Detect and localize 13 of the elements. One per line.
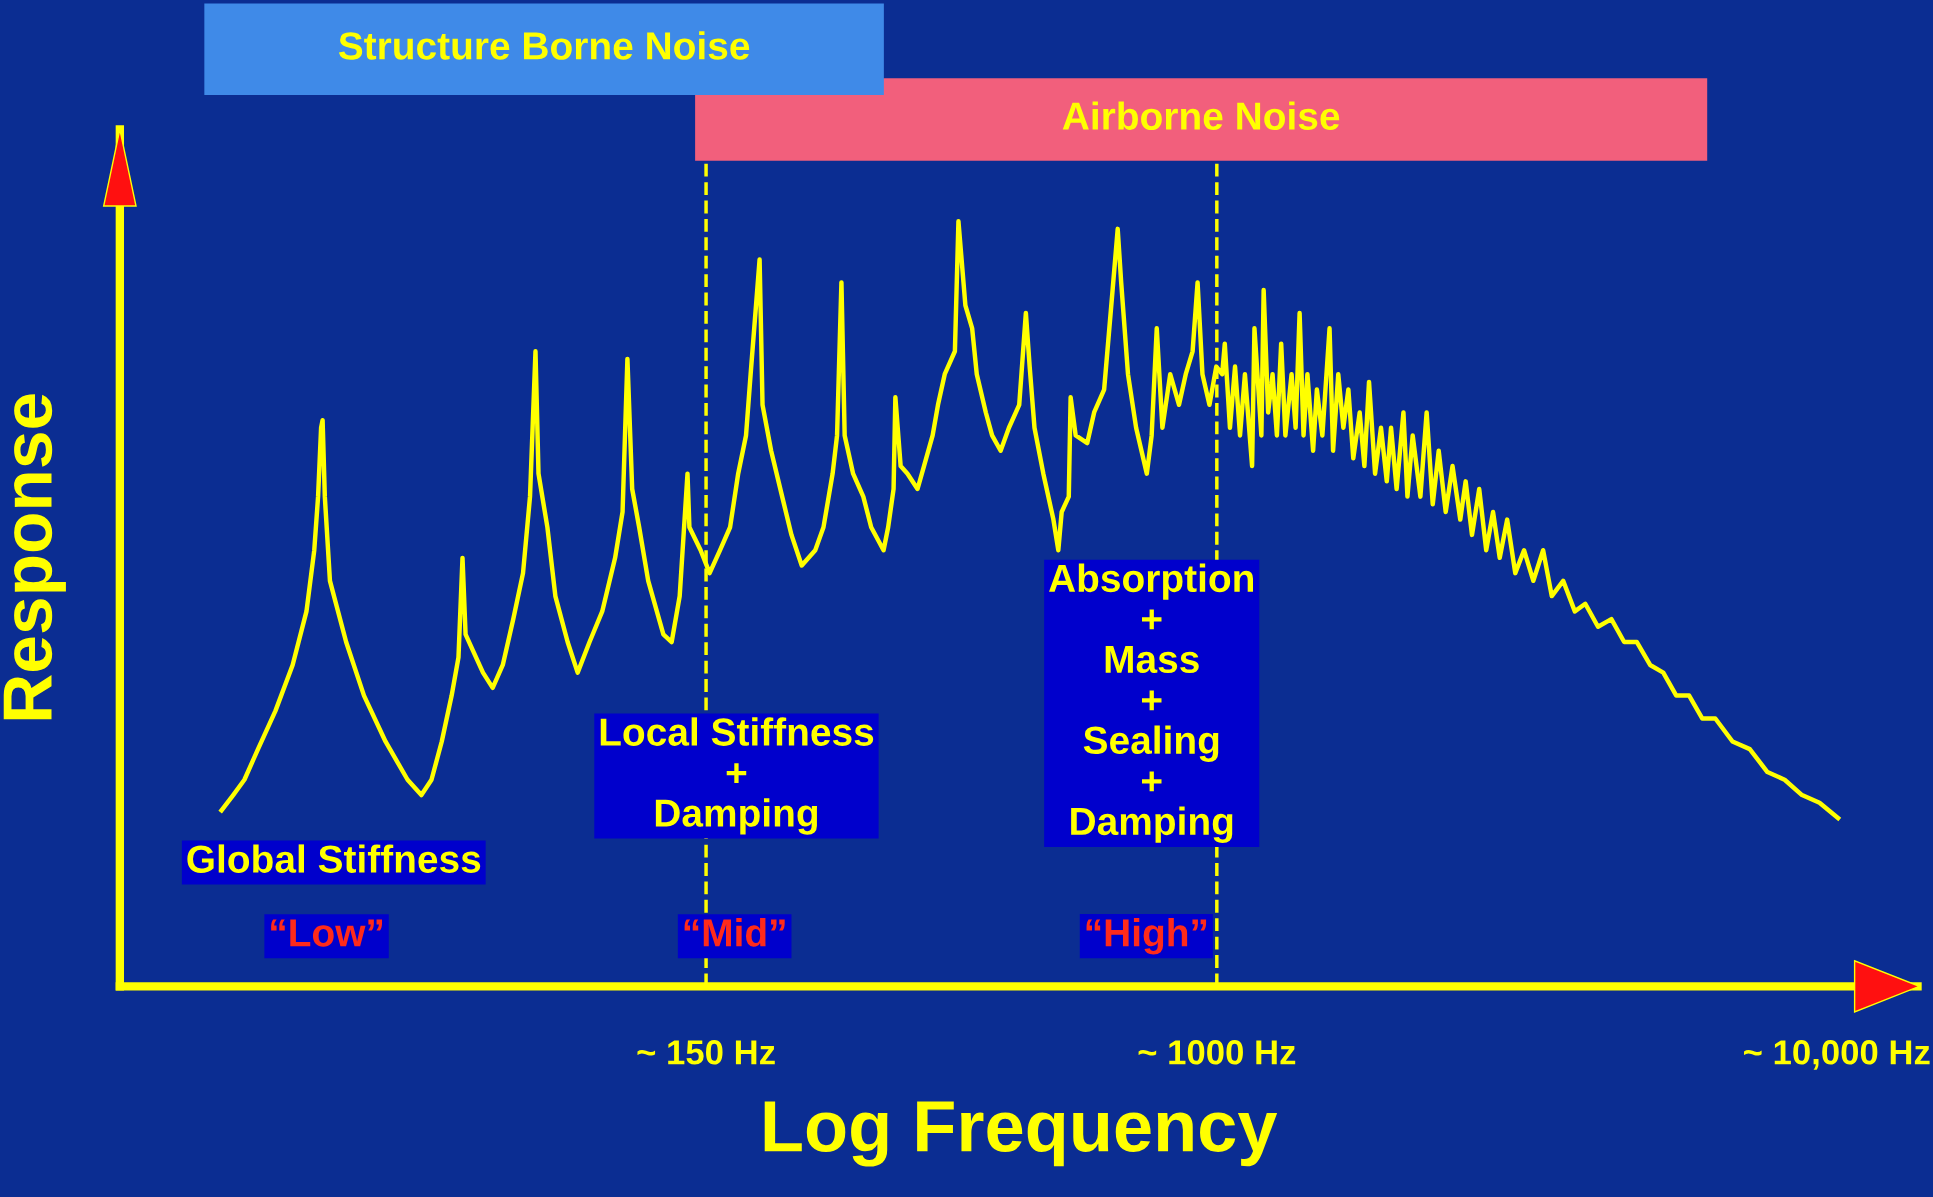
x-axis-title: Log Frequency — [764, 1101, 1278, 1167]
x-tick-label: ~ 10,000 Hz — [1744, 1040, 1930, 1070]
x-tick-label: ~ 1000 Hz — [1138, 1040, 1296, 1065]
annotation: Global Stiffness — [187, 844, 481, 873]
x-tick-label: ~ 150 Hz — [637, 1040, 775, 1065]
annotation: “High” — [1086, 918, 1207, 955]
annotation: Local Stiffness + Damping — [600, 717, 874, 835]
text: Airborne Noise — [1062, 101, 1340, 130]
y-axis-title: Response — [3, 394, 66, 720]
annotation: Absorption + Mass + Sealing + Damping — [1049, 563, 1254, 844]
text: Structure Borne Noise — [338, 31, 750, 60]
annotation: “Mid” — [684, 918, 785, 947]
annotation: “Low” — [271, 919, 383, 947]
